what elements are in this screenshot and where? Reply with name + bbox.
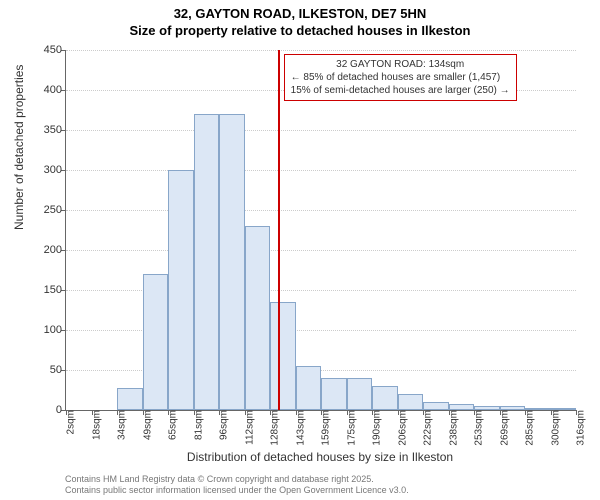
x-tick-label: 300sqm	[548, 410, 561, 446]
histogram-bar	[398, 394, 424, 410]
y-tick-label: 450	[27, 44, 66, 56]
chart-title-line2: Size of property relative to detached ho…	[0, 23, 600, 40]
grid-line	[66, 130, 576, 131]
reference-marker-line	[278, 50, 280, 410]
x-tick-label: 222sqm	[421, 410, 434, 446]
y-tick-label: 150	[27, 284, 66, 296]
x-tick-label: 253sqm	[472, 410, 485, 446]
footer-attribution: Contains HM Land Registry data © Crown c…	[65, 474, 409, 496]
x-tick-label: 128sqm	[268, 410, 281, 446]
x-tick-label: 18sqm	[89, 410, 102, 440]
histogram-bar	[296, 366, 322, 410]
footer-line2: Contains public sector information licen…	[65, 485, 409, 496]
y-tick-label: 400	[27, 84, 66, 96]
histogram-bar	[219, 114, 245, 410]
x-tick-label: 65sqm	[166, 410, 179, 440]
histogram-bar	[270, 302, 296, 410]
annotation-line3: 15% of semi-detached houses are larger (…	[291, 84, 510, 97]
histogram-bar	[321, 378, 347, 410]
annotation-callout: 32 GAYTON ROAD: 134sqm ← 85% of detached…	[284, 54, 517, 101]
y-tick-label: 50	[27, 364, 66, 376]
grid-line	[66, 170, 576, 171]
annotation-line1: 32 GAYTON ROAD: 134sqm	[291, 58, 510, 71]
x-tick-label: 143sqm	[293, 410, 306, 446]
histogram-bar	[168, 170, 194, 410]
x-tick-label: 2sqm	[64, 410, 77, 434]
x-tick-label: 81sqm	[191, 410, 204, 440]
x-tick-label: 34sqm	[115, 410, 128, 440]
histogram-bar	[117, 388, 143, 410]
x-tick-label: 190sqm	[370, 410, 383, 446]
y-tick-label: 100	[27, 324, 66, 336]
x-tick-label: 159sqm	[319, 410, 332, 446]
histogram-bar	[194, 114, 220, 410]
y-tick-label: 250	[27, 204, 66, 216]
y-axis-label: Number of detached properties	[12, 65, 26, 230]
plot-area: 0501001502002503003504004502sqm18sqm34sq…	[65, 50, 576, 411]
histogram-bar	[423, 402, 449, 410]
x-tick-label: 285sqm	[523, 410, 536, 446]
x-axis-label: Distribution of detached houses by size …	[65, 450, 575, 464]
histogram-bar	[347, 378, 373, 410]
x-tick-label: 112sqm	[242, 410, 255, 445]
chart-container: 32, GAYTON ROAD, ILKESTON, DE7 5HN Size …	[0, 0, 600, 500]
grid-line	[66, 50, 576, 51]
x-tick-label: 175sqm	[344, 410, 357, 446]
grid-line	[66, 250, 576, 251]
footer-line1: Contains HM Land Registry data © Crown c…	[65, 474, 409, 485]
x-tick-label: 238sqm	[446, 410, 459, 446]
histogram-bar	[245, 226, 271, 410]
histogram-bar	[143, 274, 169, 410]
y-tick-label: 0	[27, 404, 66, 416]
histogram-bar	[372, 386, 398, 410]
annotation-line2: ← 85% of detached houses are smaller (1,…	[291, 71, 510, 84]
y-tick-label: 300	[27, 164, 66, 176]
x-tick-label: 316sqm	[574, 410, 587, 446]
x-tick-label: 269sqm	[497, 410, 510, 446]
chart-title-line1: 32, GAYTON ROAD, ILKESTON, DE7 5HN	[0, 0, 600, 23]
x-tick-label: 49sqm	[140, 410, 153, 440]
x-tick-label: 96sqm	[217, 410, 230, 440]
y-tick-label: 350	[27, 124, 66, 136]
grid-line	[66, 210, 576, 211]
x-tick-label: 206sqm	[395, 410, 408, 446]
y-tick-label: 200	[27, 244, 66, 256]
